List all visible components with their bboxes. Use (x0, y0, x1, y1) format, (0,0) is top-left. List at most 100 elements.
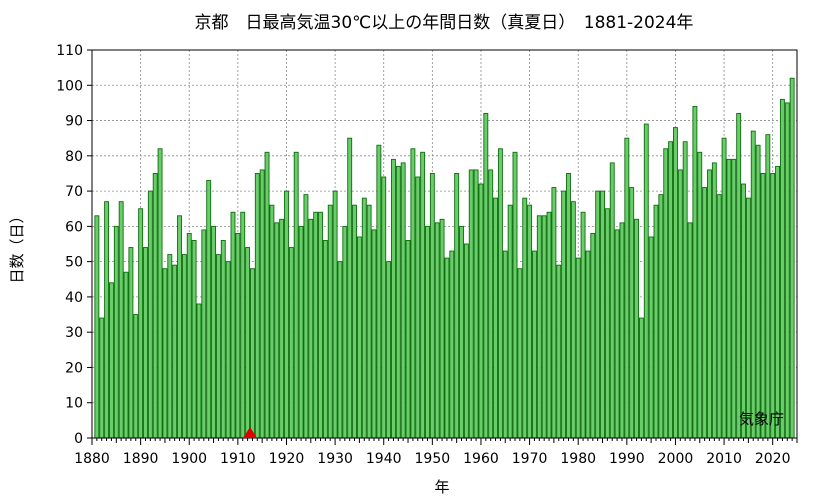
bar (439, 218, 445, 439)
y-tick-label: 100 (56, 78, 83, 94)
bar (395, 165, 401, 439)
chart-title: 京都 日最高気温30℃以上の年間日数（真夏日） 1881-2024年 (195, 13, 694, 33)
bar (575, 257, 581, 439)
bar (264, 151, 270, 439)
bar (585, 250, 591, 439)
bar (386, 261, 392, 439)
bar (337, 261, 343, 439)
bar (600, 190, 605, 439)
bar (760, 173, 766, 439)
x-tick-label: 1930 (317, 451, 353, 467)
bar (352, 204, 357, 439)
bar (128, 247, 134, 439)
bar (663, 148, 669, 439)
bar (668, 141, 674, 439)
bar (109, 282, 114, 439)
bar (488, 169, 494, 439)
bar (658, 194, 664, 439)
bar (556, 264, 562, 439)
bar (215, 254, 221, 439)
bar (133, 314, 139, 439)
bar (770, 173, 776, 439)
plot-frame (91, 49, 798, 439)
bar (206, 180, 212, 439)
bar (677, 169, 683, 439)
x-tick-labels: 1880 1890 1900 1910 1920 1930 1940 1950 1960 1970… (74, 451, 790, 467)
bar (415, 176, 421, 439)
bar (551, 187, 557, 439)
bar (634, 218, 639, 439)
bar (147, 190, 153, 439)
bar (196, 303, 202, 439)
bar (624, 137, 630, 439)
bar (595, 190, 601, 439)
bar (590, 232, 596, 439)
bar (546, 211, 552, 439)
bar (177, 215, 182, 439)
bar (420, 151, 426, 439)
bar (497, 148, 503, 439)
bar (478, 183, 484, 439)
bar (104, 201, 110, 439)
x-tick-label: 1950 (415, 451, 451, 467)
bar (741, 183, 746, 439)
bar (493, 197, 498, 439)
bar (99, 317, 105, 439)
bar (332, 190, 338, 439)
bar (269, 204, 275, 439)
y-tick-label: 80 (65, 149, 83, 165)
bar (342, 225, 348, 439)
bar (609, 162, 615, 439)
y-tick-label: 40 (65, 290, 83, 306)
bar (522, 197, 528, 439)
bar (118, 201, 124, 439)
bar (711, 162, 717, 439)
bar (570, 201, 576, 439)
bar (434, 222, 440, 439)
bar (225, 261, 231, 439)
bar (673, 127, 678, 439)
bar (561, 190, 567, 439)
bar (211, 225, 216, 439)
bar (113, 225, 119, 439)
y-tick-label: 50 (65, 255, 83, 271)
bar (313, 211, 319, 439)
bar (444, 257, 450, 439)
bar (614, 229, 620, 439)
bar (765, 134, 771, 439)
bar (250, 268, 255, 439)
bar (707, 169, 712, 439)
bar (284, 190, 289, 439)
bar (162, 268, 168, 439)
bar (702, 187, 708, 439)
bar (687, 222, 693, 439)
x-tick-label: 1910 (220, 451, 256, 467)
bar (648, 236, 654, 439)
bar (541, 215, 547, 439)
x-tick-label: 1990 (609, 451, 645, 467)
credit-label: 気象庁 (739, 410, 784, 428)
bar (245, 247, 251, 439)
bar (517, 268, 523, 439)
x-tick-label: 1890 (123, 451, 159, 467)
x-tick-label: 1900 (171, 451, 207, 467)
bar (138, 208, 144, 439)
bar (716, 194, 722, 439)
bar (682, 141, 688, 439)
bar (167, 254, 173, 439)
bar (274, 222, 280, 439)
bar (532, 250, 537, 439)
bar (454, 173, 460, 439)
bar (293, 151, 299, 439)
bar (459, 225, 464, 439)
bar (731, 158, 737, 439)
bar (181, 254, 187, 439)
y-tick-label: 90 (65, 114, 83, 130)
bar (298, 225, 304, 439)
bar (191, 240, 197, 439)
x-axis-label: 年 (434, 478, 449, 496)
x-tick-label: 2000 (658, 451, 694, 467)
x-tick-label: 1980 (560, 451, 596, 467)
bar (745, 197, 751, 439)
bar (736, 113, 742, 439)
